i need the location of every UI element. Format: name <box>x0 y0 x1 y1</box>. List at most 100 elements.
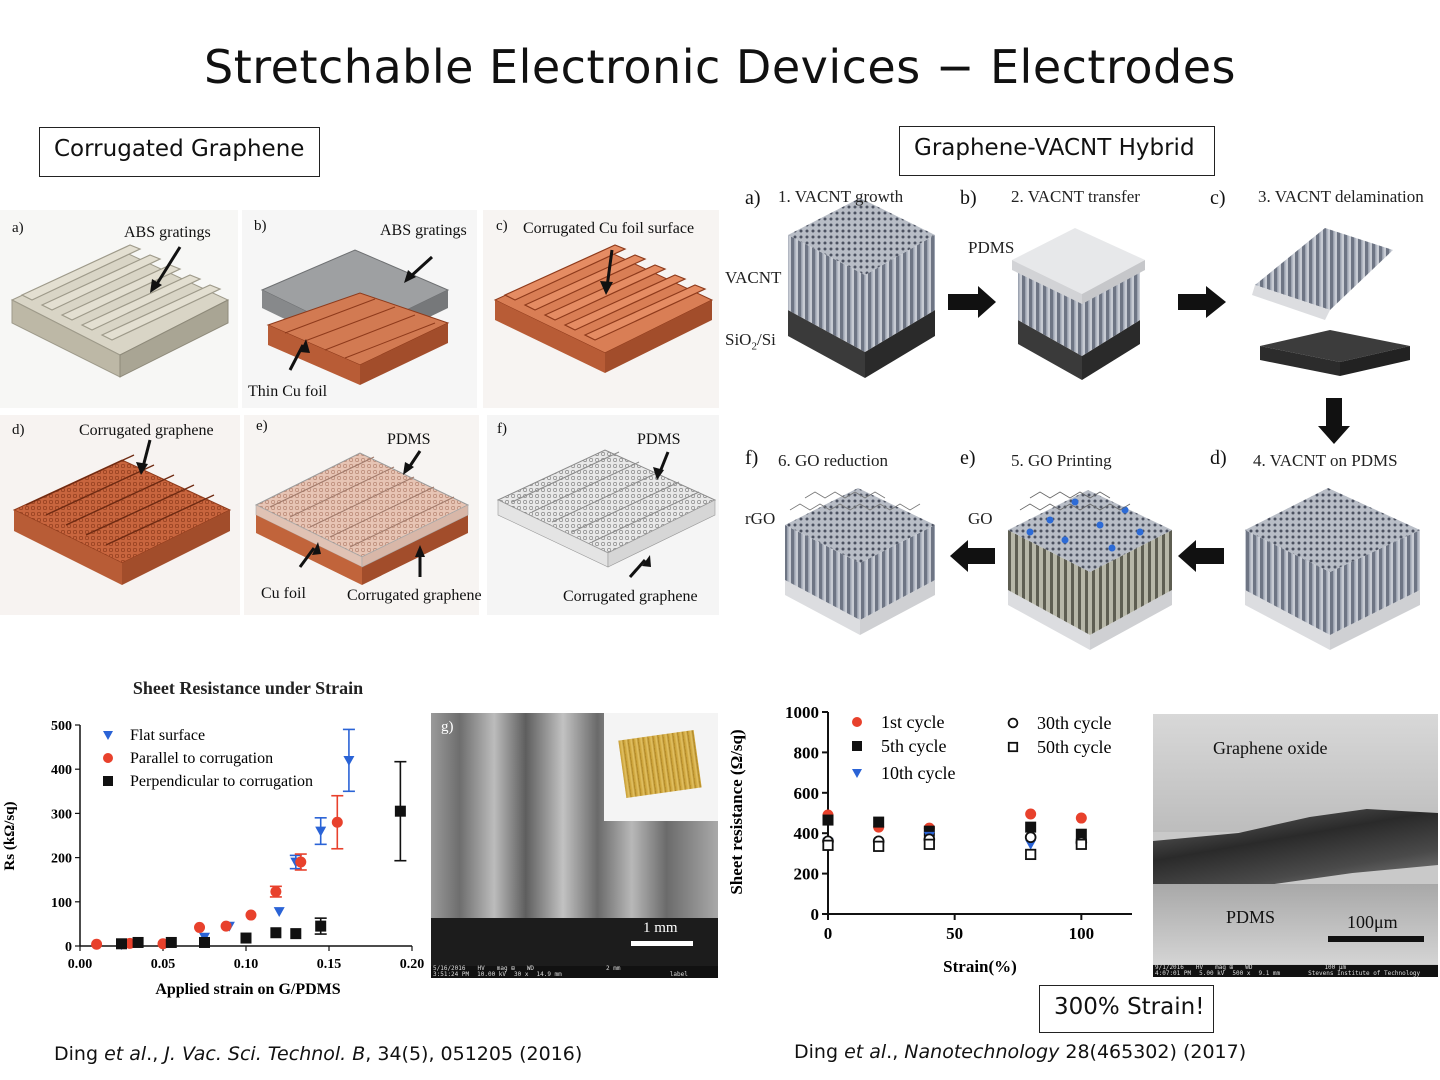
step-label-b: 2. VACNT transfer <box>1011 187 1140 206</box>
flow-arrow-c-d <box>1318 398 1350 444</box>
chart0-xtick-label: 0.00 <box>68 957 93 972</box>
chart0-point <box>270 927 282 939</box>
chart1-ytick-label: 400 <box>794 824 820 843</box>
step-letter-c: c) <box>1210 187 1226 209</box>
chart1-ytick-label: 600 <box>794 784 820 803</box>
step-letter-f: f) <box>745 447 759 469</box>
chart1-xtick-label: 50 <box>946 924 963 943</box>
chart1-ylabel: Sheet resistance (Ω/sq) <box>727 729 746 894</box>
chart1-ytick-label: 1000 <box>785 703 819 722</box>
chart0-point <box>331 816 343 828</box>
label-pdms-transfer: PDMS <box>968 238 1015 257</box>
panel-letter-f: f) <box>497 421 507 437</box>
chart0-ytick-label: 300 <box>51 807 72 822</box>
chart0-title: Sheet Resistance under Strain <box>133 678 363 698</box>
chart0-ytick-label: 0 <box>65 940 72 955</box>
sem-letter-g: g) <box>441 719 454 735</box>
chart1-legend-label: 50th cycle <box>1037 737 1111 757</box>
step-letter-e: e) <box>960 447 976 469</box>
step-label-a: 1. VACNT growth <box>778 187 904 206</box>
panel-e-pdms-graphene-cu <box>254 450 470 585</box>
chart1-point <box>1075 828 1087 840</box>
label-pdms-e: PDMS <box>387 431 431 448</box>
chart1-legend-marker <box>1007 741 1019 753</box>
sem-label-pdms: PDMS <box>1226 907 1276 927</box>
corrugated-graphene-schematics <box>0 210 719 615</box>
slide-title: Stretchable Electronic Devices − Electro… <box>204 40 1236 94</box>
step-b-vacnt-transfer <box>1012 228 1145 380</box>
citation-left-journal: J. Vac. Sci. Technol. B <box>164 1043 366 1065</box>
sem-footer-label: label <box>669 971 688 978</box>
chart1-legend-marker <box>852 717 862 727</box>
sem-right-footer-magval: 500 x <box>1232 970 1251 977</box>
chart0-point <box>245 909 257 921</box>
sem-footer-wdval: 14.9 mm <box>536 971 562 978</box>
chart1-legend-marker <box>1007 717 1019 729</box>
vacnt-process-schematic <box>785 198 1420 650</box>
citation-right: Ding et al., Nanotechnology 28(465302) (… <box>794 1041 1246 1063</box>
step-letter-a: a) <box>745 187 761 209</box>
panel-letter-b: b) <box>254 218 267 234</box>
citation-left-etal: et al <box>104 1043 147 1065</box>
chart0-legend-label: Parallel to corrugation <box>130 750 273 767</box>
step-f-go-reduction <box>785 488 935 635</box>
panel-c-corrugated-cu <box>493 244 714 373</box>
sem-right-footer-scale: 100 μm <box>1324 964 1347 971</box>
citation-right-etal: et al <box>844 1041 887 1063</box>
chart0-point <box>290 928 302 940</box>
step-d-vacnt-on-pdms <box>1245 488 1420 650</box>
sem-scale-bar-right <box>1328 936 1424 942</box>
chart0-ylabel: Rs (kΩ/sq) <box>2 801 18 870</box>
step-label-f: 6. GO reduction <box>778 451 889 470</box>
sem-footer-magval: 30 x <box>514 971 529 978</box>
chart1-point <box>1025 848 1037 861</box>
chart0-xlabel: Applied strain on G/PDMS <box>155 981 340 998</box>
sem-right-footer-wd: WD <box>1245 964 1253 971</box>
flow-arrow-b-c <box>1178 286 1226 318</box>
citation-right-sep: ., <box>886 1041 905 1063</box>
chart0-point <box>315 920 327 932</box>
flow-arrow-a-b <box>948 286 996 318</box>
chart0-point <box>165 936 177 948</box>
step-c-delamination <box>1252 228 1410 376</box>
citation-left: Ding et al., J. Vac. Sci. Technol. B, 34… <box>54 1043 582 1065</box>
sem-footer-hv: HV <box>477 965 485 972</box>
step-label-d: 4. VACNT on PDMS <box>1253 451 1398 470</box>
strain-callout: 300% Strain! <box>1039 985 1214 1033</box>
sem-footer-scale: 2 mm <box>606 965 621 972</box>
chart1-legend-label: 30th cycle <box>1037 713 1111 733</box>
chart1-ytick-label: 0 <box>811 905 820 924</box>
sem-right-footer-time: 4:07:01 PM <box>1155 970 1192 977</box>
chart0-legend-marker <box>103 753 113 763</box>
section-header-graphene-vacnt: Graphene-VACNT Hybrid <box>899 126 1215 176</box>
panel-letter-a: a) <box>12 220 24 236</box>
section-header-corrugated-graphene: Corrugated Graphene <box>39 127 320 177</box>
chart0-legend-label: Perpendicular to corrugation <box>130 773 313 790</box>
chart0-xtick-label: 0.05 <box>151 957 176 972</box>
step-letter-d: d) <box>1210 447 1227 469</box>
chart0-point <box>315 826 327 837</box>
sheet-resistance-chart-right: 0 200 400 600 800 1000 0 50 100 Strain(%) Sheet re… <box>727 703 1132 976</box>
chart1-point <box>1025 839 1037 850</box>
panel-letter-c: c) <box>496 218 508 234</box>
label-go: GO <box>968 509 993 528</box>
chart0-point <box>124 937 136 949</box>
chart0-point <box>270 886 282 898</box>
chart1-point <box>873 816 885 828</box>
chart1-xlabel: Strain(%) <box>943 957 1017 976</box>
chart0-ytick-label: 100 <box>51 896 72 911</box>
panel-d-corrugated-graphene <box>12 439 232 585</box>
chart0-legend-marker <box>103 731 113 740</box>
step-label-e: 5. GO Printing <box>1011 451 1112 470</box>
sem-scale-label-right: 100μm <box>1347 912 1398 932</box>
label-cu-foil-e: Cu foil <box>261 585 306 602</box>
flow-arrow-d-e <box>1178 540 1224 572</box>
chart0-xtick-label: 0.20 <box>400 957 425 972</box>
chart0-point <box>394 805 406 817</box>
label-sio2-si-pre: SiO <box>725 330 752 349</box>
chart1-legend-marker <box>852 741 862 751</box>
label-sio2-si-post: /Si <box>756 330 776 349</box>
label-corrugated-graphene-e: Corrugated graphene <box>347 587 482 604</box>
step-a-vacnt-growth <box>788 198 935 378</box>
sem-inset-photo <box>604 713 718 821</box>
